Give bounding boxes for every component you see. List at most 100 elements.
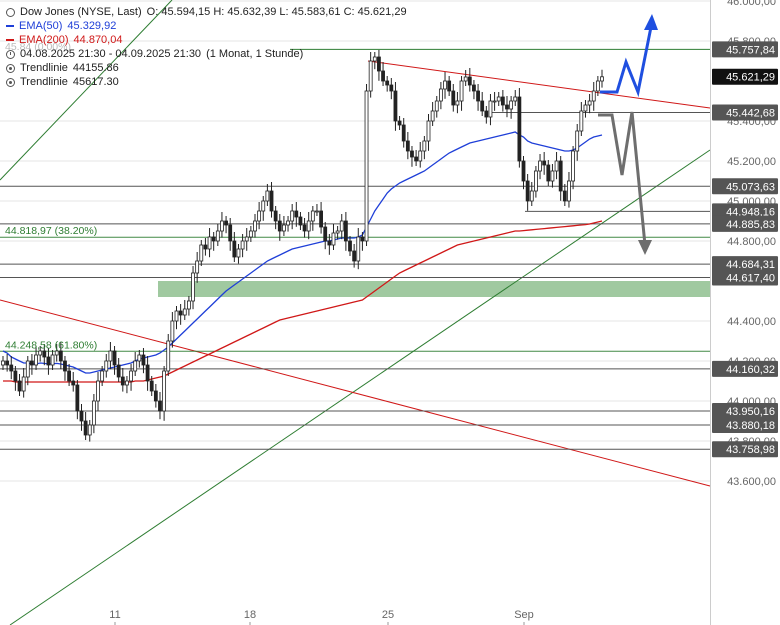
ema50-polyline	[2, 131, 603, 374]
candle	[600, 69, 604, 88]
candle	[591, 82, 596, 111]
candle	[91, 394, 96, 434]
candle-body	[261, 200, 266, 212]
price-badge: 45.757,84	[712, 41, 778, 58]
candle-body	[203, 244, 208, 250]
candle	[25, 356, 30, 386]
candle	[488, 94, 493, 126]
ema50-swatch-icon	[6, 25, 14, 27]
gridlines	[0, 0, 710, 482]
candle-body	[587, 100, 592, 106]
candle-body	[302, 224, 307, 232]
candle-body	[116, 364, 121, 378]
candle	[67, 364, 71, 386]
candle	[467, 68, 472, 92]
candle	[595, 76, 600, 96]
candle	[129, 364, 133, 391]
candle	[331, 224, 336, 250]
candle	[525, 174, 530, 211]
price-badge-text: 44.160,32	[726, 364, 775, 376]
candle	[476, 84, 480, 111]
candle-body	[500, 96, 505, 106]
candle	[211, 232, 216, 251]
candle-body	[575, 130, 580, 152]
x-tick-label: Sep	[514, 609, 534, 621]
candle-body	[153, 390, 158, 402]
candle	[500, 90, 505, 112]
x-tick-label: 25	[382, 609, 394, 621]
trendlines	[0, 0, 711, 625]
legend-ema200-value: 44.870,04	[73, 34, 123, 46]
price-badge: 44.617,40	[712, 269, 778, 286]
legend-ema50-row[interactable]: EMA(50) 45.329,92	[6, 19, 407, 33]
candle-body	[422, 140, 427, 152]
candle	[30, 354, 34, 375]
candle-body	[71, 380, 76, 386]
candle	[273, 206, 278, 230]
candle	[21, 368, 26, 398]
candle	[538, 154, 542, 180]
candle	[492, 92, 497, 111]
candle-body	[199, 244, 204, 262]
candle	[34, 346, 38, 370]
candle	[310, 206, 315, 231]
candle-body	[418, 150, 423, 162]
candle	[253, 214, 257, 238]
candle-body	[17, 380, 22, 392]
candle-body	[58, 350, 63, 362]
candle-body	[542, 160, 547, 166]
candle	[364, 84, 369, 246]
candle	[133, 352, 138, 376]
candle	[451, 84, 456, 112]
price-badge: 44.160,32	[712, 360, 778, 377]
candle	[240, 234, 245, 258]
candle-body	[356, 236, 361, 262]
price-badge-bg	[712, 104, 778, 121]
candle	[315, 204, 319, 216]
candle-body	[443, 80, 447, 90]
candle	[83, 412, 88, 440]
legend-trend1-row[interactable]: Trendlinie 44155.86	[6, 61, 407, 75]
legend-trend2-value: 45617.30	[72, 76, 119, 88]
candle	[455, 92, 460, 114]
price-badge: 43.880,18	[712, 416, 778, 433]
legend-trend2-row[interactable]: Trendlinie 45617.30	[6, 75, 407, 89]
candle-body	[236, 248, 241, 258]
candle-body	[368, 60, 373, 92]
candle-body	[319, 210, 323, 228]
candle	[257, 202, 262, 230]
candle-body	[265, 190, 270, 202]
candle	[277, 214, 282, 241]
candle	[42, 344, 47, 366]
candle-body	[529, 190, 534, 202]
candle-body	[207, 236, 212, 250]
candle-body	[521, 160, 526, 182]
candle-body	[315, 210, 319, 213]
candle	[158, 392, 162, 420]
price-badge-text: 44.617,40	[726, 273, 775, 285]
candle	[567, 172, 571, 208]
candle	[405, 132, 410, 160]
candle-body	[211, 236, 216, 242]
candle	[153, 384, 158, 408]
y-tick-label: 44.800,00	[727, 236, 776, 248]
candle	[372, 52, 377, 70]
projection-arrows	[598, 14, 658, 255]
candle-body	[472, 84, 476, 92]
candle-body	[310, 210, 315, 222]
candle-body	[166, 340, 171, 372]
candle	[195, 252, 200, 283]
candle	[71, 372, 76, 392]
candle-body	[174, 310, 179, 322]
candle-body	[517, 96, 522, 162]
candle	[100, 366, 105, 386]
legend-ema200-row[interactable]: EMA(200) 44.870,04	[6, 33, 407, 47]
candle	[327, 234, 332, 255]
candle-body	[87, 424, 92, 436]
candle-body	[335, 230, 340, 234]
candle	[286, 216, 290, 232]
chart-legend: Dow Jones (NYSE, Last) O: 45.594,15 H: 4…	[6, 5, 407, 89]
candle-body	[327, 240, 332, 246]
candle-body	[100, 370, 105, 382]
candle	[269, 182, 274, 218]
